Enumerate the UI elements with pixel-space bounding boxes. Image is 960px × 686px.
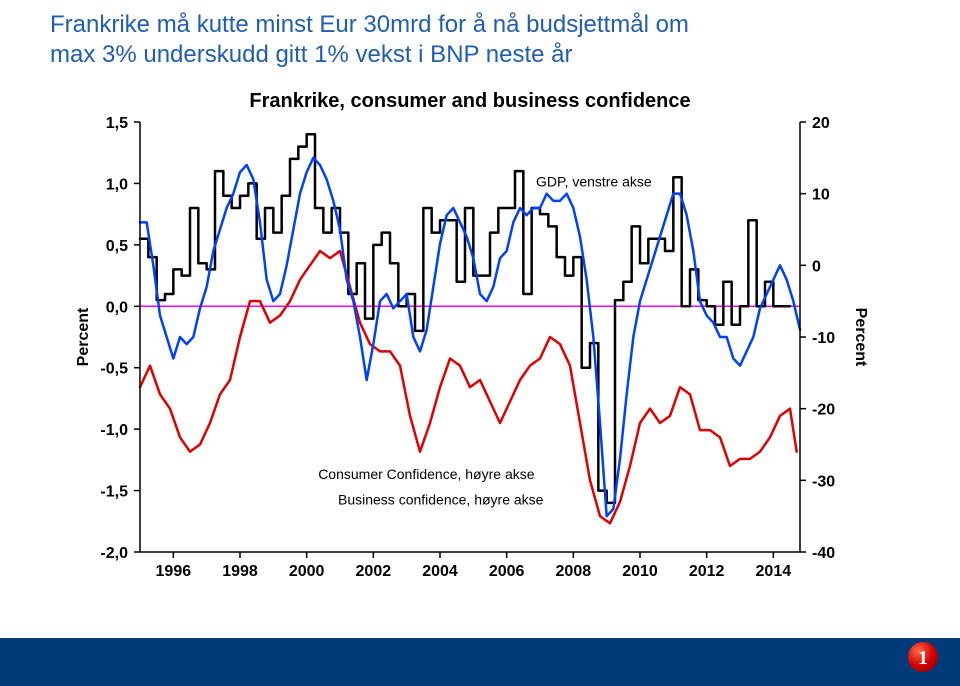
logo-text-normal: Spare (785, 644, 846, 669)
svg-text:2000: 2000 (289, 563, 325, 580)
svg-text:2010: 2010 (622, 563, 658, 580)
svg-text:0,5: 0,5 (106, 238, 128, 255)
svg-text:-20: -20 (812, 402, 835, 419)
svg-text:-30: -30 (812, 473, 835, 490)
slide-root: Frankrike må kutte minst Eur 30mrd for å… (0, 0, 960, 686)
slide-title: Frankrike må kutte minst Eur 30mrd for å… (50, 10, 910, 70)
svg-text:2002: 2002 (356, 563, 392, 580)
logo-text-bold: Bank (846, 644, 902, 669)
svg-text:-2,0: -2,0 (100, 545, 128, 562)
svg-text:1: 1 (918, 647, 928, 669)
svg-text:Percent: Percent (852, 308, 869, 367)
svg-text:2012: 2012 (689, 563, 725, 580)
sparebank-logo: SpareBank 1 (785, 640, 940, 674)
svg-text:2008: 2008 (556, 563, 592, 580)
svg-text:Percent: Percent (75, 307, 92, 366)
logo-text: SpareBank (785, 644, 902, 670)
svg-text:2014: 2014 (756, 563, 792, 580)
chart-container: Frankrike, consumer and business confide… (70, 90, 870, 590)
svg-text:Business confidence, høyre aks: Business confidence, høyre akse (338, 492, 544, 508)
title-line-2: max 3% underskudd gitt 1% vekst i BNP ne… (50, 41, 572, 68)
svg-text:20: 20 (812, 117, 830, 132)
svg-text:0: 0 (812, 258, 821, 275)
svg-text:1996: 1996 (156, 563, 192, 580)
svg-text:1,0: 1,0 (106, 176, 128, 193)
svg-text:2006: 2006 (489, 563, 525, 580)
chart-title: Frankrike, consumer and business confide… (70, 90, 870, 113)
logo-ball-icon: 1 (906, 640, 940, 674)
svg-text:-1,0: -1,0 (100, 422, 128, 439)
svg-text:-10: -10 (812, 330, 835, 347)
svg-text:GDP, venstre akse: GDP, venstre akse (536, 174, 652, 190)
title-line-1: Frankrike må kutte minst Eur 30mrd for å… (50, 11, 689, 38)
svg-text:1998: 1998 (222, 563, 258, 580)
svg-text:-0,5: -0,5 (100, 361, 128, 378)
svg-text:0,0: 0,0 (106, 299, 128, 316)
svg-text:Consumer Confidence, høyre aks: Consumer Confidence, høyre akse (318, 466, 535, 482)
svg-text:2004: 2004 (422, 563, 458, 580)
svg-text:10: 10 (812, 187, 830, 204)
svg-text:1,5: 1,5 (106, 117, 128, 132)
svg-text:-40: -40 (812, 545, 835, 562)
svg-text:-1,5: -1,5 (100, 484, 128, 501)
chart-svg: 1,51,00,50,0-0,5-1,0-1,5-2,020100-10-20-… (70, 117, 870, 587)
